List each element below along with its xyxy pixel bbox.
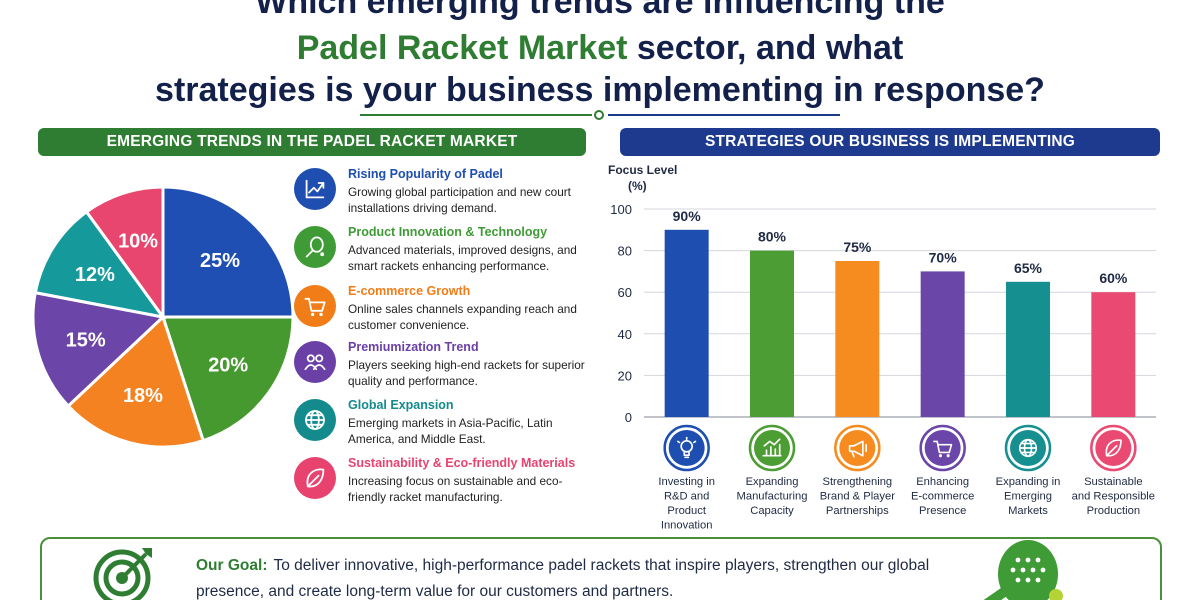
target-icon <box>93 548 152 600</box>
x-category-label: Innovation <box>661 520 713 532</box>
trend-item-4: Premiumization Trend Players seeking high… <box>294 340 594 397</box>
trend-item-3: E-commerce Growth Online sales channels e… <box>294 284 594 341</box>
x-category-label: Partnerships <box>826 505 889 517</box>
trend-description: Emerging markets in Asia-Pacific, Latin … <box>348 416 553 446</box>
trend-description: Online sales channels expanding reach an… <box>348 302 577 332</box>
x-category-label: and Responsible <box>1072 491 1155 503</box>
strategies-header: STRATEGIES OUR BUSINESS IS IMPLEMENTING <box>620 128 1160 156</box>
y-axis-title: (%) <box>628 179 647 193</box>
x-category-label: Product <box>667 505 706 517</box>
x-category-label: R&D and <box>664 491 709 503</box>
trend-description: Advanced materials, improved designs, an… <box>348 243 577 273</box>
pie-slice-label-2: 20% <box>208 354 248 376</box>
pie-slice-4 <box>31 290 167 409</box>
trend-description: Players seeking high-end rackets for sup… <box>348 358 585 388</box>
leaf-icon <box>294 457 336 499</box>
pie-slice-2 <box>160 315 295 443</box>
pie-slice-label-5: 12% <box>75 264 115 286</box>
goal-box <box>40 537 1162 600</box>
y-tick-label: 80 <box>618 244 632 259</box>
trends-header: EMERGING TRENDS IN THE PADEL RACKET MARK… <box>38 128 586 156</box>
cart-icon <box>294 285 336 327</box>
bar-value-label: 65% <box>1014 260 1043 276</box>
x-category-label: Presence <box>919 505 966 517</box>
pie-slice-1 <box>161 185 295 319</box>
x-category-label: Investing in <box>658 476 715 488</box>
y-tick-label: 40 <box>618 327 632 342</box>
globe-icon <box>294 399 336 441</box>
bar-3 <box>835 261 880 417</box>
people-icon <box>294 341 336 383</box>
bar-5 <box>1006 281 1050 417</box>
x-category-label: Sustainable <box>1084 476 1142 488</box>
strategies-bar-chart: Focus Level (%) 0 20 40 60 80 100 90% Investing i… <box>608 163 1156 532</box>
x-category-label: Strengthening <box>822 476 892 488</box>
title-highlight: Padel Racket Market <box>296 29 628 67</box>
trend-title: Rising Popularity of Padel <box>348 167 503 181</box>
padel-racket-icon <box>983 540 1063 600</box>
y-tick-label: 100 <box>610 202 632 217</box>
trend-title: Global Expansion <box>348 398 454 412</box>
pie-slice-5 <box>33 209 167 320</box>
trend-title: Product Innovation & Technology <box>348 225 548 239</box>
pie-slice-label-1: 25% <box>200 250 240 272</box>
bar-value-label: 75% <box>843 239 872 255</box>
leaf-icon <box>1095 430 1132 466</box>
goal-label: Our Goal: <box>196 557 268 574</box>
pie-slice-3 <box>66 314 206 449</box>
title-line-2-rest: sector, and what <box>627 29 904 67</box>
pie-slice-6 <box>84 185 165 322</box>
growth-chart-icon <box>294 168 336 210</box>
title-line-1: Which emerging trends are influencing th… <box>255 0 945 21</box>
bar-1 <box>664 229 709 417</box>
bar-value-label: 90% <box>673 208 702 224</box>
title-divider-dot <box>594 110 604 120</box>
racket-icon <box>294 226 336 268</box>
pie-slice-label-3: 18% <box>123 385 163 407</box>
pie-slice-label-6: 10% <box>118 230 158 252</box>
x-category-label: Markets <box>1008 505 1048 517</box>
x-category-label: Emerging <box>1004 491 1052 503</box>
megaphone-icon <box>839 430 876 466</box>
trend-title: Sustainability & Eco-friendly Materials <box>348 456 576 470</box>
x-category-label: Enhancing <box>916 476 969 488</box>
globe-icon <box>1010 430 1046 466</box>
y-axis-title: Focus Level <box>608 163 677 177</box>
bar-value-label: 80% <box>758 229 787 245</box>
trend-description: Increasing focus on sustainable and eco-… <box>348 474 563 504</box>
factory-chart-icon <box>754 430 790 466</box>
x-category-label: Brand & Player <box>820 491 896 503</box>
x-category-label: Production <box>1087 505 1141 517</box>
x-category-label: Capacity <box>750 505 794 517</box>
trend-item-6: Sustainability & Eco-friendly Materials I… <box>294 456 594 513</box>
title-divider-left <box>360 114 592 116</box>
bar-6 <box>1091 292 1136 417</box>
x-category-label: Expanding <box>746 476 799 488</box>
goal-statement: Our Goal: To deliver innovative, high-per… <box>196 553 936 600</box>
x-category-label: E-commerce <box>911 491 974 503</box>
x-category-label: Expanding in <box>996 476 1061 488</box>
bar-value-label: 60% <box>1099 270 1128 286</box>
trend-item-5: Global Expansion Emerging markets in Asia… <box>294 398 594 455</box>
goal-text: To deliver innovative, high-performance … <box>196 557 930 600</box>
pie-slice-label-4: 15% <box>66 329 106 351</box>
cart-icon <box>924 430 961 466</box>
trend-description: Growing global participation and new cou… <box>348 185 571 215</box>
bar-2 <box>750 250 794 417</box>
trend-title: E-commerce Growth <box>348 284 471 298</box>
trend-title: Premiumization Trend <box>348 340 479 354</box>
trend-item-1: Rising Popularity of Padel Growing global… <box>294 167 594 224</box>
title-line-3: strategies is your business implementing… <box>155 71 1045 109</box>
title-line-2: Padel Racket Market sector, and what <box>0 28 1200 68</box>
y-tick-label: 60 <box>618 285 632 300</box>
y-tick-label: 20 <box>618 368 632 383</box>
y-tick-label: 0 <box>625 410 632 425</box>
trends-pie-chart: 25% 20% 18% 15% 12%10% <box>31 185 295 449</box>
x-category-label: Manufacturing <box>737 491 808 503</box>
trend-item-2: Product Innovation & Technology Advanced … <box>294 225 594 282</box>
lightbulb-icon <box>668 430 705 466</box>
bar-value-label: 70% <box>929 249 958 265</box>
bar-4 <box>920 271 965 417</box>
title-divider-right <box>608 114 840 116</box>
